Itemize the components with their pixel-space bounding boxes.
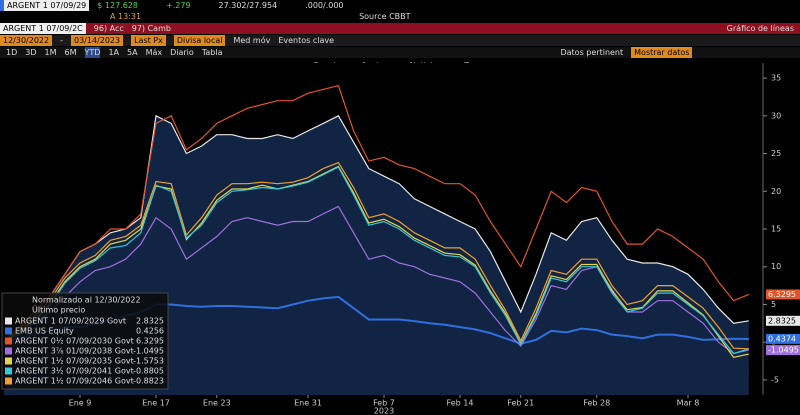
x-sublabel: 2023	[374, 407, 394, 415]
command-row: ARGENT 1 07/09/2C 96) Acc 97) Camb Gráfi…	[0, 23, 800, 34]
legend-swatch	[5, 327, 12, 335]
legend-swatch	[5, 337, 12, 345]
series-line	[3, 161, 749, 350]
camb-button[interactable]: 97) Camb	[131, 24, 171, 33]
legend-swatch	[5, 367, 12, 375]
y-tick-label: 15	[771, 225, 781, 234]
time-row: A 13:31 Source CBBT	[0, 11, 800, 22]
legend-price: 0.4256	[136, 327, 164, 336]
currency[interactable]: Divisa local	[173, 35, 226, 46]
period-button[interactable]: 6M	[64, 48, 77, 57]
show-data[interactable]: Mostrar datos	[631, 47, 693, 58]
series-line	[3, 165, 749, 358]
time: A 13:31	[110, 12, 142, 21]
period-button[interactable]: Máx	[145, 48, 163, 57]
value-tag-label: 0.4374	[768, 334, 796, 343]
settings-row: 12/30/2022 - 03/14/2023 Last Px Divisa l…	[0, 35, 800, 46]
legend-swatch	[5, 347, 12, 355]
x-tick-label: Feb 28	[583, 399, 610, 408]
legend-label: ARGENT 1½ 07/09/2035 Govt	[15, 357, 134, 366]
security: ARGENT 1 07/09/29	[0, 0, 90, 11]
date-sep: -	[60, 36, 63, 45]
legend-swatch	[5, 357, 12, 365]
legend-price: 6.3295	[136, 337, 164, 346]
start-date[interactable]: 12/30/2022	[0, 35, 53, 46]
value-tag	[766, 333, 800, 344]
legend-box	[1, 292, 169, 390]
x-tick-label: Feb 14	[447, 399, 474, 408]
legend-subtitle: Último precio	[32, 304, 85, 315]
value-tag-label: 6.3295	[768, 290, 796, 299]
y-tick-label: 5	[771, 300, 776, 309]
value-tag-label: 2.8325	[768, 316, 796, 325]
value-tag	[766, 315, 800, 326]
legend-price: -1.5753	[133, 357, 164, 366]
legend-price: -0.8805	[133, 367, 164, 376]
series-area	[4, 115, 749, 396]
change: +.279	[165, 1, 191, 10]
y-tick-label: 10	[771, 262, 781, 271]
period-button[interactable]: 1M	[44, 48, 57, 57]
period-button[interactable]: YTD	[84, 47, 101, 58]
y-tick-label: 20	[771, 187, 781, 196]
series-line	[3, 84, 750, 343]
y-tick-label: 30	[771, 111, 781, 120]
period-button[interactable]: 1A	[108, 48, 119, 57]
y-tick-label: 25	[771, 149, 781, 158]
field[interactable]: Last Px	[131, 35, 166, 46]
bid-ask: 27.302/27.954	[218, 1, 278, 10]
legend-swatch	[5, 317, 12, 325]
x-tick-label: Feb 7	[373, 399, 395, 408]
spread: .000/.000	[305, 1, 344, 10]
x-tick-label: Ene 31	[294, 399, 322, 408]
period-button[interactable]: 1D	[6, 48, 18, 57]
period-button[interactable]: Diario	[170, 48, 194, 57]
end-date[interactable]: 03/14/2023	[71, 35, 124, 46]
moving-average[interactable]: Med móv	[233, 36, 271, 45]
quote-row: ARGENT 1 07/09/29 $ 127.628 +.279 27.302…	[0, 0, 800, 11]
legend-label: EMB US Equity	[15, 327, 74, 336]
ticker-input[interactable]: ARGENT 1 07/09/2C	[0, 23, 86, 34]
legend-label: ARGENT 1½ 07/09/2046 Govt	[15, 377, 134, 386]
key-events[interactable]: Eventos clave	[278, 36, 335, 45]
data-option[interactable]: Datos pertinent	[560, 48, 624, 57]
price: $ 127.628	[97, 1, 138, 10]
value-tag-label: -1.0495	[768, 346, 799, 355]
view-name: Gráfico de líneas	[726, 24, 794, 33]
y-tick-label: -5	[771, 375, 779, 384]
legend-label: ARGENT 1 07/09/2029 Govt	[15, 317, 126, 326]
legend-price: 2.8325	[136, 317, 164, 326]
period-row: 1D 3D 1M 6M YTD 1A 5A Máx Diario Tabla Datos per…	[0, 47, 800, 58]
y-tick-label: 35	[771, 74, 781, 83]
x-tick-label: Ene 9	[69, 399, 92, 408]
x-tick-label: Feb 21	[507, 399, 534, 408]
period-button[interactable]: 5A	[127, 48, 138, 57]
acc-button[interactable]: 96) Acc	[93, 24, 124, 33]
legend-swatch	[5, 377, 12, 385]
legend-label: ARGENT 0½ 07/09/2030 Govt	[15, 337, 134, 346]
value-tag	[766, 345, 800, 356]
legend-label: ARGENT 3½ 07/09/2041 Govt	[15, 367, 134, 376]
source: Source CBBT	[359, 12, 411, 21]
x-tick-label: Ene 17	[142, 399, 170, 408]
x-tick-label: Mar 8	[677, 399, 700, 408]
series-line	[3, 166, 749, 355]
periods: 1D 3D 1M 6M YTD 1A 5A Máx Diario	[0, 47, 194, 58]
legend-label: ARGENT 3⅞ 01/09/2038 Govt	[15, 347, 134, 356]
table-button[interactable]: Tabla	[201, 48, 223, 57]
period-button[interactable]: 3D	[25, 48, 37, 57]
legend-price: -0.8823	[133, 377, 164, 386]
value-tag	[766, 289, 800, 300]
legend-title: Normalizado al 12/30/2022	[32, 296, 141, 305]
legend-price: -1.0495	[133, 347, 164, 356]
x-tick-label: Ene 23	[203, 399, 231, 408]
